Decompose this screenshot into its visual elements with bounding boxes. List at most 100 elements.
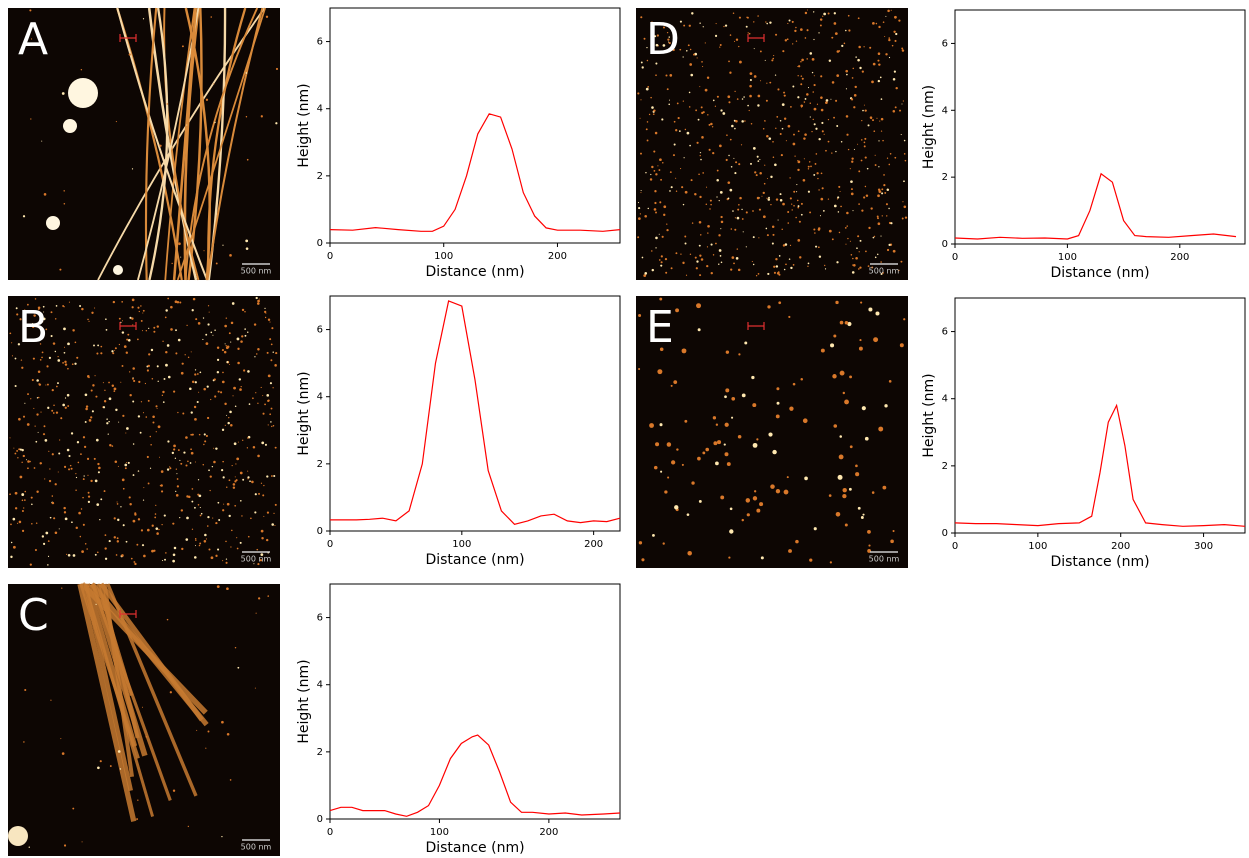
particle — [878, 140, 880, 142]
particle — [849, 168, 851, 170]
particle — [889, 152, 892, 155]
particle — [148, 353, 151, 356]
particle — [764, 59, 766, 61]
particle — [175, 468, 177, 470]
particle — [191, 380, 195, 384]
particle — [91, 410, 94, 413]
particle — [750, 123, 753, 125]
particle — [833, 22, 837, 25]
particle — [228, 479, 231, 482]
particle — [132, 324, 134, 326]
particle — [789, 197, 792, 200]
particle — [699, 152, 702, 154]
particle — [884, 36, 886, 38]
particle — [641, 558, 645, 562]
particle — [685, 274, 688, 276]
particle — [21, 366, 24, 369]
particle — [847, 148, 850, 151]
particle — [217, 548, 220, 551]
particle — [97, 344, 100, 347]
x-tick-label: 100 — [434, 251, 453, 262]
particle — [155, 431, 157, 433]
particle — [198, 433, 201, 436]
particle — [116, 540, 120, 543]
particle — [29, 460, 31, 463]
particle — [231, 529, 233, 532]
particle — [643, 274, 647, 278]
particle — [273, 474, 276, 478]
particle — [752, 496, 758, 501]
particle — [258, 492, 260, 495]
particle — [243, 369, 246, 372]
particle — [194, 506, 196, 509]
particle — [784, 243, 788, 246]
particle — [771, 59, 774, 62]
y-tick-label: 0 — [317, 238, 323, 249]
particle — [76, 356, 79, 359]
particle — [197, 493, 200, 496]
particle — [861, 209, 864, 212]
particle — [175, 494, 179, 497]
particle — [275, 122, 278, 125]
particle — [752, 403, 757, 408]
particle — [690, 73, 694, 77]
particle — [267, 318, 271, 321]
particle — [269, 382, 273, 385]
particle — [741, 98, 744, 100]
particle — [796, 199, 799, 202]
particle — [253, 323, 257, 326]
particle — [94, 553, 97, 556]
particle — [61, 587, 63, 589]
particle — [753, 490, 757, 493]
particle — [659, 423, 663, 427]
particle — [46, 216, 60, 230]
particle — [34, 298, 37, 300]
y-axis-label: Height (nm) — [296, 659, 312, 743]
particle — [851, 160, 854, 163]
particle — [9, 332, 12, 335]
particle — [39, 359, 42, 361]
particle — [850, 188, 853, 191]
particle — [31, 323, 34, 325]
x-axis-label: Distance (nm) — [425, 264, 524, 280]
x-tick-label: 100 — [1058, 252, 1077, 263]
particle — [638, 541, 643, 545]
particle — [759, 159, 761, 161]
particle — [52, 412, 55, 414]
particle — [832, 374, 837, 379]
particle — [886, 215, 888, 217]
particle — [812, 91, 815, 93]
particle — [191, 500, 194, 503]
particle — [165, 552, 167, 554]
particle — [159, 484, 162, 487]
particle — [72, 329, 75, 332]
particle — [162, 390, 165, 394]
particle — [37, 396, 40, 399]
fibril — [183, 7, 200, 281]
particle — [77, 461, 80, 464]
particle — [679, 48, 682, 51]
particle — [661, 118, 664, 121]
particle — [871, 266, 874, 269]
particle — [267, 424, 269, 426]
particle — [159, 144, 162, 147]
particle — [264, 316, 267, 319]
particle — [655, 211, 657, 214]
particle — [172, 553, 176, 557]
x-axis-label: Distance (nm) — [1050, 554, 1149, 570]
particle — [167, 440, 170, 443]
particle — [655, 442, 660, 447]
particle — [252, 397, 254, 400]
particle — [682, 261, 685, 265]
particle — [126, 338, 129, 341]
particle — [731, 256, 735, 259]
particle — [804, 11, 808, 15]
particle — [35, 440, 38, 443]
particle — [809, 52, 813, 55]
particle — [881, 192, 884, 195]
particle — [655, 247, 657, 249]
particle — [239, 471, 243, 475]
particle — [883, 174, 885, 176]
particle — [84, 543, 87, 545]
particle — [152, 415, 155, 419]
